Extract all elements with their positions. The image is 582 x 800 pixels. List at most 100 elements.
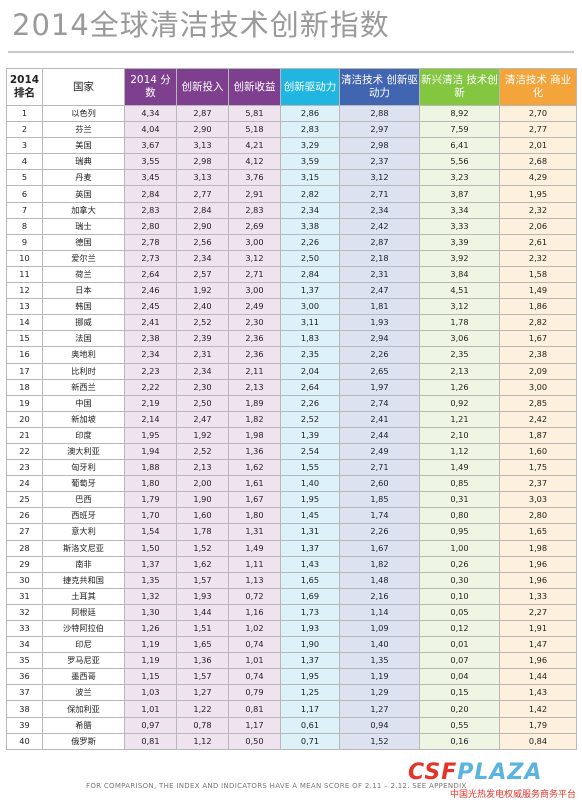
table-row: 3 美国 3,67 3,13 4,21 3,29 2,98 6,41 2,01 [6,137,577,155]
score-cell: 2,80 [124,217,177,235]
emerging-cleantech-cell: 0,10 [419,587,500,605]
cleantech-commercialization-cell: 2,06 [499,217,577,235]
innovation-gain-cell: 1,82 [228,410,281,428]
emerging-cleantech-cell: 3,87 [419,185,500,203]
table-row: 33 沙特阿拉伯 1,26 1,51 1,02 1,93 1,09 0,12 1,91 [6,619,577,638]
innovation-input-cell: 1,57 [176,571,229,589]
emerging-cleantech-cell: 0,30 [419,571,500,589]
cleantech-driver-cell: 1,67 [339,539,420,557]
innovation-gain-cell: 0,50 [228,732,281,750]
country-cell: 罗马尼亚 [42,652,125,670]
country-cell: 加拿大 [42,201,125,219]
score-cell: 1,79 [124,491,177,509]
cleantech-driver-cell: 1,85 [339,491,420,509]
innovation-gain-cell: 1,13 [228,571,281,589]
cleantech-driver-cell: 1,97 [339,378,420,396]
innovation-driver-cell: 2,64 [280,378,340,396]
innovation-input-cell: 2,31 [176,346,229,364]
rank-cell: 6 [6,185,43,203]
innovation-driver-cell: 1,25 [280,684,340,702]
innovation-input-cell: 2,90 [176,121,229,139]
emerging-cleantech-cell: 0,05 [419,603,500,622]
cleantech-driver-cell: 1,27 [339,700,420,718]
emerging-cleantech-cell: 0,31 [419,491,500,509]
cleantech-commercialization-cell: 1,65 [499,523,577,541]
cleantech-driver-cell: 2,74 [339,394,420,412]
rank-cell: 15 [6,330,43,348]
cleantech-driver-cell: 2,65 [339,362,420,380]
cleantech-driver-cell: 1,82 [339,555,420,573]
innovation-gain-cell: 2,11 [228,362,281,380]
innovation-gain-cell: 1,17 [228,716,281,734]
innovation-input-cell: 1,36 [176,652,229,670]
cleantech-driver-cell: 2,97 [339,121,420,139]
innovation-gain-cell: 2,71 [228,265,281,284]
table-row: 11 荷兰 2,64 2,57 2,71 2,84 2,31 3,84 1,58 [6,265,577,284]
rank-cell: 39 [6,716,43,734]
emerging-cleantech-cell: 1,26 [419,378,500,396]
emerging-cleantech-cell: 0,95 [419,523,500,541]
score-cell: 1,50 [124,539,177,557]
table-row: 19 中国 2,19 2,50 1,89 2,26 2,74 0,92 2,85 [6,394,577,412]
innovation-input-cell: 2,56 [176,233,229,251]
cleantech-driver-cell: 2,60 [339,475,420,493]
innovation-driver-cell: 3,00 [280,298,340,316]
score-cell: 0,97 [124,716,177,734]
innovation-driver-cell: 1,17 [280,700,340,718]
innovation-driver-cell: 2,82 [280,185,340,203]
rank-cell: 19 [6,394,43,412]
innovation-gain-cell: 3,76 [228,169,281,187]
country-cell: 印尼 [42,636,125,654]
innovation-driver-cell: 1,73 [280,603,340,622]
rank-cell: 23 [6,459,43,477]
country-cell: 瑞士 [42,217,125,235]
innovation-gain-cell: 3,12 [228,249,281,267]
rank-cell: 25 [6,491,43,509]
cleantech-commercialization-cell: 2,61 [499,233,577,251]
innovation-gain-cell: 1,11 [228,555,281,573]
table-row: 37 波兰 1,03 1,27 0,79 1,25 1,29 0,15 1,43 [6,684,577,702]
cleantech-driver-cell: 1,19 [339,668,420,686]
cleantech-driver-cell: 2,88 [339,104,420,123]
table-row: 28 斯洛文尼亚 1,50 1,52 1,49 1,37 1,67 1,00 1,98 [6,539,577,557]
innovation-gain-cell: 3,00 [228,233,281,251]
cleantech-commercialization-cell: 2,27 [499,603,577,622]
cleantech-commercialization-cell: 3,03 [499,491,577,509]
watermark-logo-plaza: PLAZA [457,760,543,785]
table-row: 25 巴西 1,79 1,90 1,67 1,95 1,85 0,31 3,03 [6,491,577,509]
rank-cell: 11 [6,265,43,284]
innovation-gain-cell: 0,79 [228,684,281,702]
cleantech-commercialization-cell: 3,00 [499,378,577,396]
innovation-driver-cell: 1,40 [280,475,340,493]
rank-cell: 27 [6,523,43,541]
country-cell: 澳大利亚 [42,442,125,461]
emerging-cleantech-cell: 0,85 [419,475,500,493]
cleantech-commercialization-cell: 2,68 [499,153,577,171]
table-row: 6 英国 2,84 2,77 2,91 2,82 2,71 3,87 1,95 [6,185,577,203]
table-row: 7 加拿大 2,83 2,84 2,83 2,34 2,34 3,34 2,32 [6,201,577,219]
innovation-input-cell: 2,84 [176,201,229,219]
emerging-cleantech-cell: 3,12 [419,298,500,316]
score-cell: 1,26 [124,619,177,638]
innovation-driver-cell: 1,95 [280,491,340,509]
country-cell: 丹麦 [42,169,125,187]
header-country: 国家 [42,68,125,106]
cleantech-commercialization-cell: 1,49 [499,282,577,300]
watermark-logo-csf: CSF [408,760,458,785]
table-row: 12 日本 2,46 1,92 3,00 1,37 2,47 4,51 1,49 [6,282,577,300]
emerging-cleantech-cell: 0,20 [419,700,500,718]
innovation-gain-cell: 0,72 [228,587,281,605]
emerging-cleantech-cell: 0,15 [419,684,500,702]
innovation-driver-cell: 1,93 [280,619,340,638]
score-cell: 1,94 [124,442,177,461]
emerging-cleantech-cell: 3,06 [419,330,500,348]
innovation-gain-cell: 1,16 [228,603,281,622]
score-cell: 2,45 [124,298,177,316]
rank-cell: 17 [6,362,43,380]
innovation-input-cell: 2,77 [176,185,229,203]
table-row: 14 挪威 2,41 2,52 2,30 3,11 1,93 1,78 2,82 [6,314,577,332]
innovation-gain-cell: 3,00 [228,282,281,300]
country-cell: 斯洛文尼亚 [42,539,125,557]
innovation-input-cell: 1,22 [176,700,229,718]
emerging-cleantech-cell: 1,21 [419,410,500,428]
